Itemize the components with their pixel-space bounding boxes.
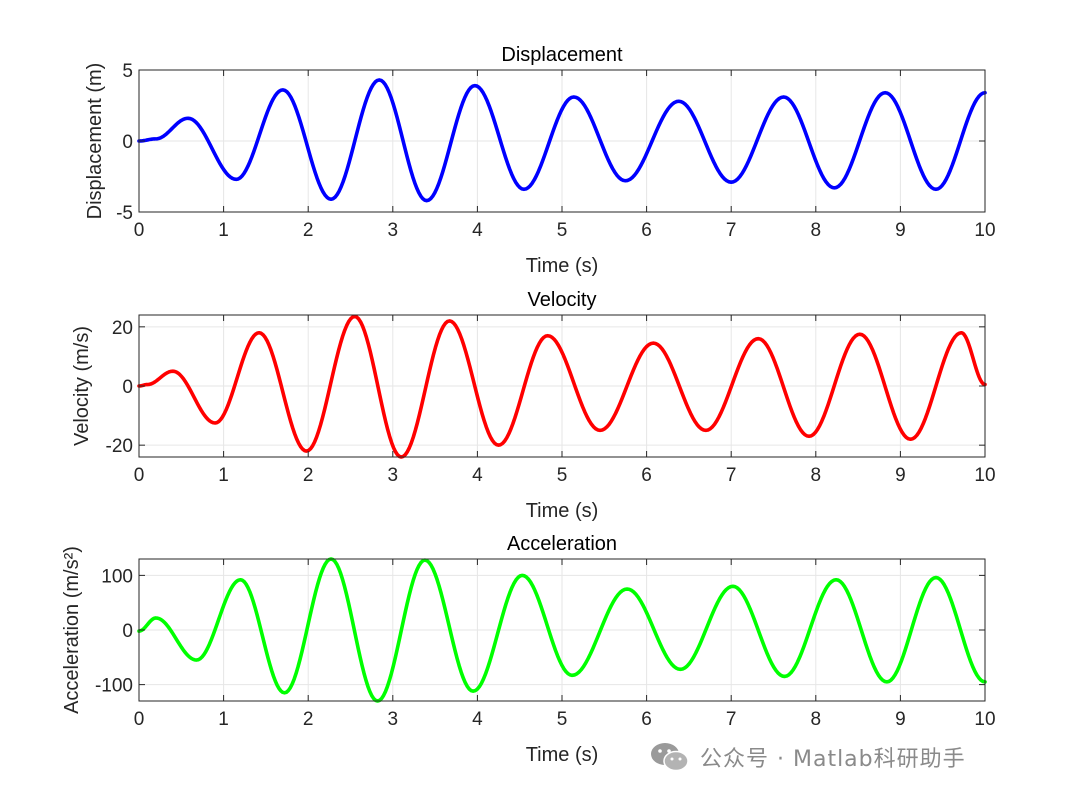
x-tick-label: 5 (557, 465, 568, 486)
x-tick-label: 7 (726, 465, 737, 486)
wechat-icon (651, 743, 689, 772)
x-tick-label: 7 (726, 709, 737, 730)
x-tick-label: 0 (134, 220, 145, 241)
x-tick-label: 2 (303, 220, 314, 241)
x-tick-label: 10 (974, 220, 995, 241)
x-tick-label: 10 (974, 709, 995, 730)
y-axis-label: Acceleration (m/s²) (61, 546, 83, 714)
y-axis-label: Velocity (m/s) (71, 326, 93, 446)
x-tick-label: 5 (557, 220, 568, 241)
y-tick-label: 0 (122, 132, 133, 153)
x-tick-label: 10 (974, 465, 995, 486)
x-tick-label: 7 (726, 220, 737, 241)
y-axis-label: Displacement (m) (84, 63, 106, 220)
x-tick-label: 8 (811, 709, 822, 730)
x-tick-label: 5 (557, 709, 568, 730)
x-tick-label: 0 (134, 709, 145, 730)
x-tick-label: 2 (303, 709, 314, 730)
x-tick-label: 9 (895, 220, 906, 241)
y-tick-label: -20 (106, 436, 133, 457)
x-axis-label: Time (s) (526, 255, 599, 277)
chart-title: Velocity (528, 289, 597, 311)
chart-title: Acceleration (507, 533, 617, 555)
x-tick-label: 3 (388, 465, 399, 486)
y-tick-label: 0 (122, 621, 133, 642)
y-tick-label: -100 (95, 676, 133, 697)
series-line (137, 78, 987, 203)
x-tick-label: 4 (472, 465, 483, 486)
x-tick-label: 8 (811, 465, 822, 486)
series-line (137, 314, 987, 459)
x-tick-label: 6 (641, 220, 652, 241)
chart-title: Displacement (501, 44, 623, 66)
x-axis-label: Time (s) (526, 744, 599, 766)
x-tick-label: 1 (218, 709, 229, 730)
y-tick-label: 0 (122, 377, 133, 398)
watermark: 公众号 · Matlab科研助手 (648, 740, 966, 774)
x-tick-label: 4 (472, 220, 483, 241)
x-tick-label: 6 (641, 709, 652, 730)
x-tick-label: 1 (218, 220, 229, 241)
x-tick-label: 8 (811, 220, 822, 241)
x-tick-label: 0 (134, 465, 145, 486)
x-tick-label: 2 (303, 465, 314, 486)
x-tick-label: 3 (388, 709, 399, 730)
y-tick-label: 5 (122, 61, 133, 82)
x-tick-label: 4 (472, 709, 483, 730)
y-tick-label: 100 (101, 566, 133, 587)
y-tick-label: -5 (116, 203, 133, 224)
x-tick-label: 9 (895, 465, 906, 486)
x-axis-label: Time (s) (526, 500, 599, 522)
x-tick-label: 6 (641, 465, 652, 486)
x-tick-label: 1 (218, 465, 229, 486)
x-tick-label: 3 (388, 220, 399, 241)
x-tick-label: 9 (895, 709, 906, 730)
watermark-text: 公众号 · Matlab科研助手 (700, 747, 966, 772)
y-tick-label: 20 (112, 318, 133, 339)
series-line (137, 557, 987, 703)
